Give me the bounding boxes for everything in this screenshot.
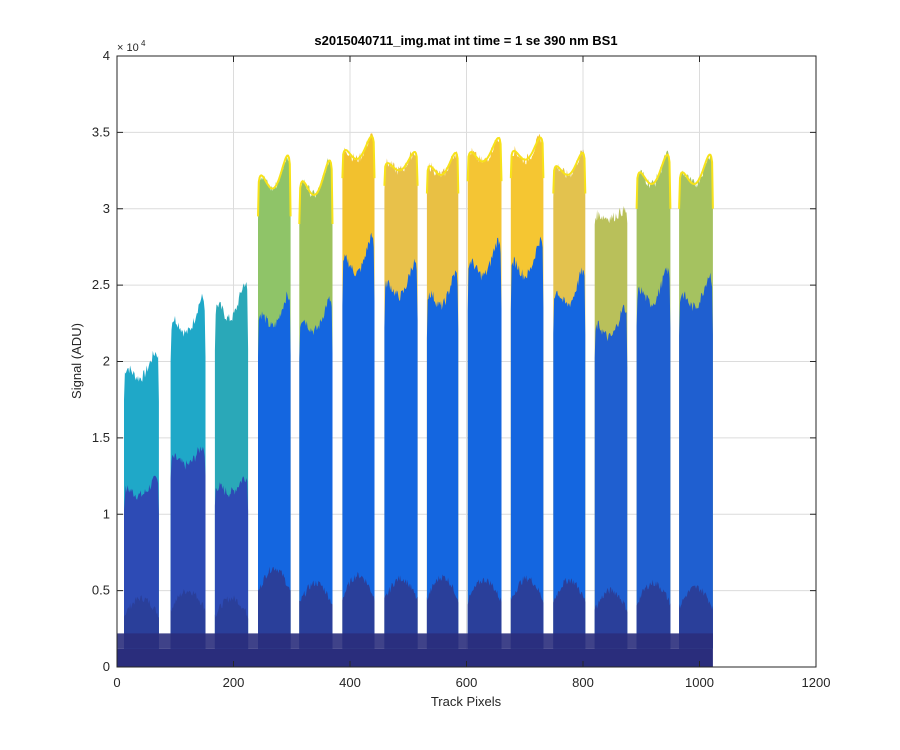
x-axis: 0 200 400 600 800 1000 1200 (113, 56, 830, 690)
low-signal (467, 577, 502, 649)
mid-signal (258, 291, 291, 649)
mid-signal (467, 237, 502, 649)
y-tick-label: 3 (103, 201, 110, 216)
y-axis-label: Signal (ADU) (69, 323, 84, 399)
x-tick-label: 800 (572, 675, 594, 690)
y-tick-label: 2 (103, 354, 110, 369)
x-tick-label: 1200 (802, 675, 831, 690)
y-tick-label: 0.5 (92, 583, 110, 598)
x-tick-label: 600 (456, 675, 478, 690)
x-tick-label: 1000 (685, 675, 714, 690)
track-14 (678, 153, 714, 649)
noise-floor (117, 633, 713, 649)
low-signal (299, 580, 333, 649)
low-signal (636, 579, 671, 649)
x-tick-label: 0 (113, 675, 120, 690)
low-signal (258, 566, 291, 649)
mid-signal (426, 270, 459, 649)
track-12 (594, 205, 628, 649)
mid-signal (510, 236, 544, 649)
track-6 (341, 133, 376, 649)
x-axis-label: Track Pixels (431, 694, 502, 709)
upper-edge (383, 150, 419, 186)
y-tick-label: 1 (103, 506, 110, 521)
y-exponent-base: × 10 (117, 42, 139, 54)
track-4 (257, 154, 292, 649)
y-tick-label: 1.5 (92, 430, 110, 445)
track-1 (124, 350, 159, 649)
track-9 (466, 136, 503, 649)
low-signal (426, 574, 459, 649)
chart-title: s2015040711_img.mat int time = 1 se 390 … (314, 33, 617, 48)
track-8 (425, 151, 460, 649)
track-11 (552, 149, 587, 649)
y-tick-label: 0 (103, 659, 110, 674)
mid-signal (384, 258, 418, 649)
y-tick-label: 3.5 (92, 124, 110, 139)
upper-edge (341, 135, 376, 179)
upper-edge (425, 151, 460, 194)
mid-signal (553, 267, 586, 649)
y-tick-label: 4 (103, 48, 110, 63)
x-tick-label: 400 (339, 675, 361, 690)
mid-signal (594, 304, 628, 649)
track-10 (509, 133, 545, 649)
upper-edge (678, 153, 714, 209)
track-13 (635, 150, 672, 649)
y-exponent: 4 (141, 39, 146, 48)
mid-signal (679, 272, 713, 649)
upper-edge (635, 153, 672, 209)
low-signal (342, 572, 375, 649)
track-3 (214, 282, 249, 649)
x-tick-label: 200 (223, 675, 245, 690)
upper-edge (552, 151, 587, 194)
data-tracks (117, 133, 714, 667)
mid-signal (299, 296, 333, 649)
mid-signal (636, 267, 671, 649)
mid-signal (342, 232, 375, 649)
track-5 (298, 158, 334, 649)
upper-edge (466, 136, 503, 182)
low-signal (679, 585, 713, 649)
low-signal (553, 577, 586, 649)
baseline-band (117, 648, 713, 667)
y-tick-label: 2.5 (92, 277, 110, 292)
y-axis: 0 0.5 1 1.5 2 2.5 3 3.5 4 (92, 48, 816, 674)
low-signal (510, 575, 544, 649)
upper-edge (298, 159, 334, 225)
upper-edge (257, 154, 292, 217)
track-7 (383, 150, 419, 649)
track-2 (170, 293, 206, 649)
low-signal (384, 575, 418, 649)
low-signal (594, 587, 628, 649)
upper-edge (509, 136, 545, 179)
